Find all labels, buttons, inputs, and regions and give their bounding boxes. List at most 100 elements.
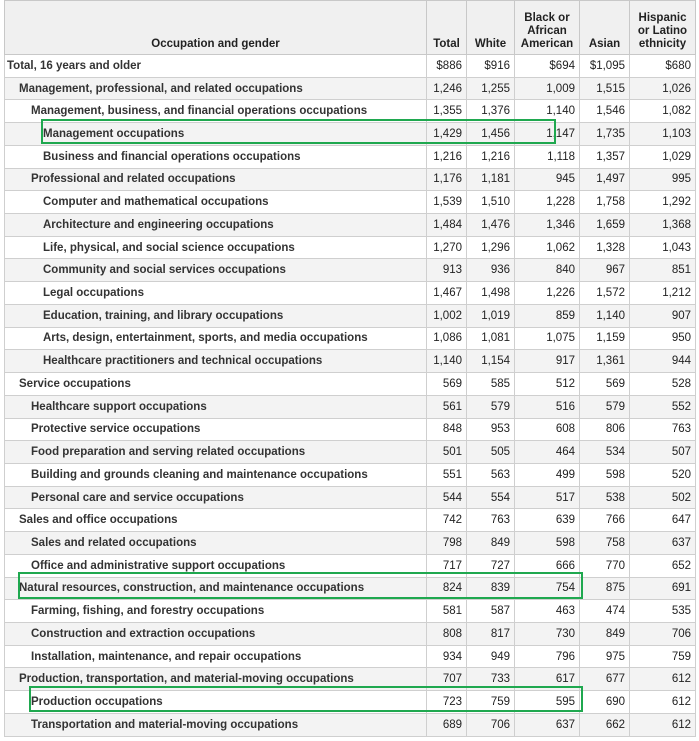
earnings-cell: 1,081	[466, 326, 515, 351]
earnings-cell: 851	[629, 258, 696, 283]
occupation-label: Healthcare practitioners and technical o…	[4, 349, 427, 374]
column-header: White	[466, 0, 515, 55]
earnings-cell: 544	[426, 485, 467, 510]
earnings-cell: 1,346	[514, 213, 580, 237]
table-row: Protective service occupations 848 953 608 8…	[4, 417, 696, 442]
table-row: Business and financial operations occupa…	[4, 144, 696, 169]
earnings-cell: 507	[629, 440, 696, 464]
earnings-cell: 754	[514, 576, 580, 601]
table-row: Total, 16 years and older $886 $916 $694 $1,…	[4, 54, 696, 78]
earnings-cell: $1,095	[579, 54, 630, 78]
earnings-cell: 652	[629, 553, 696, 578]
earnings-cell: 617	[514, 667, 580, 692]
column-header: Total	[426, 0, 467, 55]
earnings-cell: 535	[629, 599, 696, 623]
earnings-cell: 538	[579, 485, 630, 510]
earnings-cell: 1,572	[579, 281, 630, 305]
earnings-cell: 1,216	[466, 144, 515, 169]
table-row: Construction and extraction occupations 8…	[4, 621, 696, 646]
earnings-cell: 1,328	[579, 235, 630, 260]
occupation-label: Education, training, and library occupat…	[4, 303, 427, 328]
table-row: Transportation and material-moving occup…	[4, 712, 696, 737]
earnings-cell: 691	[629, 576, 696, 601]
table-body: Total, 16 years and older $886 $916 $694 $1,…	[4, 54, 696, 737]
earnings-cell: 1,082	[629, 99, 696, 124]
earnings-cell: 936	[466, 258, 515, 283]
earnings-cell: 763	[466, 508, 515, 533]
earnings-cell: 995	[629, 167, 696, 192]
earnings-cell: 766	[579, 508, 630, 533]
table-row: Professional and related occupations 1,17…	[4, 167, 696, 192]
earnings-cell: 677	[579, 667, 630, 692]
earnings-cell: 1,176	[426, 167, 467, 192]
earnings-cell: 637	[514, 712, 580, 737]
earnings-cell: 1,758	[579, 190, 630, 215]
column-header: Black or African American	[514, 0, 580, 55]
earnings-cell: 817	[466, 621, 515, 646]
earnings-cell: 839	[466, 576, 515, 601]
earnings-cell: 730	[514, 621, 580, 646]
earnings-cell: 637	[629, 531, 696, 555]
table-row: Building and grounds cleaning and mainte…	[4, 462, 696, 487]
earnings-cell: 1,296	[466, 235, 515, 260]
earnings-cell: 808	[426, 621, 467, 646]
table-row: Healthcare support occupations 561 579 516 5…	[4, 394, 696, 419]
earnings-cell: 1,154	[466, 349, 515, 374]
earnings-cell: 561	[426, 394, 467, 419]
table-row: Management occupations 1,429 1,456 1,147 1,7…	[4, 122, 696, 146]
table-row: Management, professional, and related oc…	[4, 76, 696, 101]
earnings-cell: 505	[466, 440, 515, 464]
table-row: Architecture and engineering occupations…	[4, 213, 696, 237]
earnings-cell: 949	[466, 644, 515, 669]
table-row: Life, physical, and social science occup…	[4, 235, 696, 260]
earnings-cell: 917	[514, 349, 580, 374]
earnings-cell: 612	[629, 712, 696, 737]
earnings-cell: 848	[426, 417, 467, 442]
occupation-label: Natural resources, construction, and mai…	[4, 576, 427, 601]
table-row: Personal care and service occupations 544…	[4, 485, 696, 510]
earnings-cell: 759	[629, 644, 696, 669]
occupation-label: Production, transportation, and material…	[4, 667, 427, 692]
table-row: Natural resources, construction, and mai…	[4, 576, 696, 601]
earnings-cell: 463	[514, 599, 580, 623]
earnings-cell: 758	[579, 531, 630, 555]
table-row: Service occupations 569 585 512 569 528	[4, 372, 696, 396]
earnings-cell: 552	[629, 394, 696, 419]
earnings-cell: 598	[514, 531, 580, 555]
earnings-cell: 517	[514, 485, 580, 510]
earnings-cell: 569	[579, 372, 630, 396]
earnings-cell: 742	[426, 508, 467, 533]
occupation-label: Transportation and material-moving occup…	[4, 712, 427, 737]
earnings-cell: 1,376	[466, 99, 515, 124]
earnings-cell: 824	[426, 576, 467, 601]
earnings-cell: 967	[579, 258, 630, 283]
earnings-cell: 1,546	[579, 99, 630, 124]
earnings-cell: 953	[466, 417, 515, 442]
earnings-cell: 1,140	[426, 349, 467, 374]
table-row: Food preparation and serving related occ…	[4, 440, 696, 464]
earnings-cell: 763	[629, 417, 696, 442]
earnings-cell: 1,510	[466, 190, 515, 215]
occupation-label: Management occupations	[4, 122, 427, 146]
table-row: Arts, design, entertainment, sports, and…	[4, 326, 696, 351]
earnings-cell: 944	[629, 349, 696, 374]
earnings-cell: 1,246	[426, 76, 467, 101]
earnings-cell: 579	[466, 394, 515, 419]
earnings-cell: 1,361	[579, 349, 630, 374]
occupation-label: Management, professional, and related oc…	[4, 76, 427, 101]
table-row: Computer and mathematical occupations 1,5…	[4, 190, 696, 215]
earnings-cell: 598	[579, 462, 630, 487]
earnings-cell: 1,216	[426, 144, 467, 169]
earnings-cell: 706	[466, 712, 515, 737]
table-row: Production occupations 723 759 595 690 612	[4, 690, 696, 714]
earnings-cell: 1,368	[629, 213, 696, 237]
table-container: Occupation and gender Total White Black or …	[4, 0, 696, 737]
earnings-cell: 647	[629, 508, 696, 533]
occupation-label: Food preparation and serving related occ…	[4, 440, 427, 464]
earnings-cell: 1,009	[514, 76, 580, 101]
table-row: Education, training, and library occupat…	[4, 303, 696, 328]
occupation-label: Legal occupations	[4, 281, 427, 305]
earnings-cell: 579	[579, 394, 630, 419]
earnings-cell: 723	[426, 690, 467, 714]
occupation-label: Production occupations	[4, 690, 427, 714]
